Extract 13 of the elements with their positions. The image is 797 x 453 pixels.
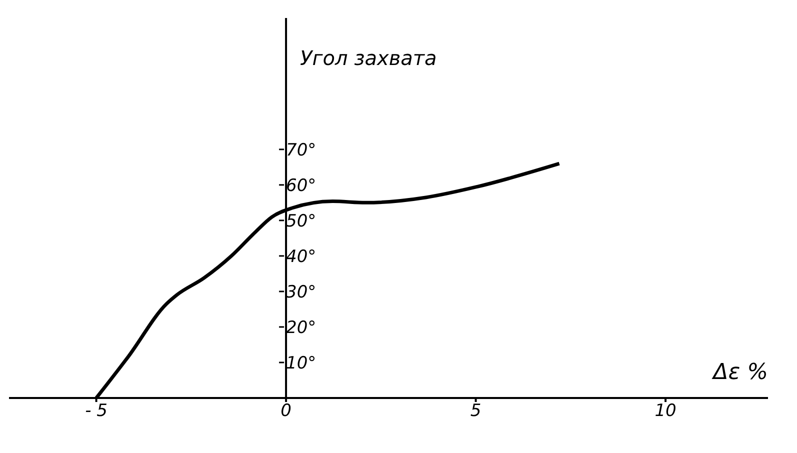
y-tick-label: 30° [286, 282, 316, 302]
x-axis-title: Δε % [713, 360, 768, 385]
x-tick-label: 5 [470, 401, 482, 422]
y-tick-label: 60° [286, 176, 316, 196]
y-axis-title: Угол захвата [300, 46, 437, 70]
y-tick-label: 40° [286, 246, 316, 267]
y-tick-label: 70° [286, 140, 316, 160]
x-tick-label: - 5 [85, 401, 108, 422]
y-tick-label: 50° [286, 211, 316, 232]
y-tick-label: 10° [286, 353, 316, 374]
x-tick-label: 10 [654, 401, 676, 422]
x-tick-label: 0 [280, 401, 292, 422]
y-tick-label: 20° [286, 318, 316, 338]
